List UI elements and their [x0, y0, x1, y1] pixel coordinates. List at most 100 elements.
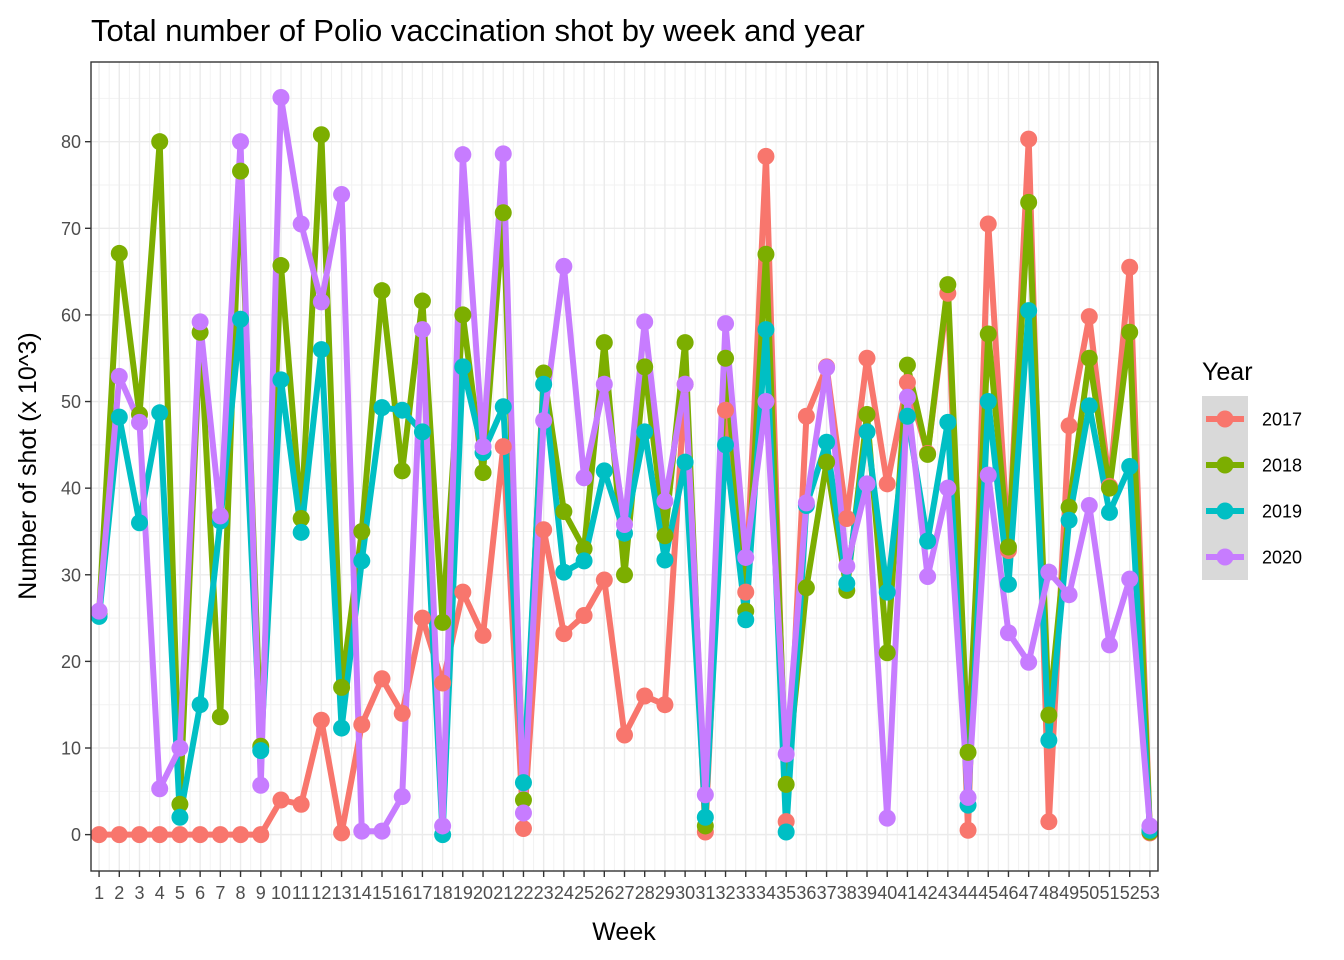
data-point-2020 — [474, 438, 492, 456]
legend-key-point-2018 — [1216, 456, 1234, 474]
x-tick-label: 5 — [175, 883, 185, 903]
data-point-2019 — [333, 719, 351, 737]
data-point-2019 — [272, 371, 290, 389]
data-point-2018 — [959, 743, 977, 761]
data-point-2017 — [272, 791, 290, 809]
data-point-2017 — [878, 475, 896, 493]
data-point-2019 — [575, 552, 593, 570]
data-point-2019 — [757, 321, 775, 339]
legend-label-2017: 2017 — [1262, 410, 1302, 430]
data-point-2019 — [777, 823, 795, 841]
legend-title: Year — [1202, 358, 1253, 386]
x-tick-label: 16 — [392, 883, 412, 903]
data-point-2017 — [110, 826, 128, 844]
x-axis-label: Week — [592, 918, 656, 946]
data-point-2018 — [232, 162, 250, 180]
data-point-2017 — [1060, 417, 1078, 435]
data-point-2020 — [232, 133, 250, 151]
legend-label-2019: 2019 — [1262, 502, 1302, 522]
data-point-2019 — [1060, 511, 1078, 529]
data-point-2019 — [595, 462, 613, 480]
data-point-2019 — [1121, 458, 1139, 475]
data-point-2020 — [979, 466, 997, 484]
y-axis: 0 10 20 30 40 50 60 70 80 — [61, 132, 91, 845]
data-point-2020 — [434, 817, 452, 835]
x-tick-label: 20 — [473, 883, 493, 903]
data-point-2017 — [656, 696, 674, 714]
data-point-2018 — [474, 464, 492, 482]
x-tick-label: 6 — [195, 883, 205, 903]
x-tick-label: 29 — [655, 883, 675, 903]
data-point-2017 — [514, 820, 532, 838]
data-point-2019 — [737, 611, 755, 629]
data-point-2018 — [636, 358, 654, 376]
x-tick-label: 46 — [998, 883, 1018, 903]
chart-title: Total number of Polio vaccination shot b… — [91, 13, 865, 48]
data-point-2020 — [373, 822, 391, 840]
y-tick-label: 50 — [61, 392, 81, 412]
data-point-2019 — [373, 399, 391, 417]
y-tick-label: 40 — [61, 479, 81, 499]
data-point-2020 — [676, 375, 694, 393]
data-point-2018 — [454, 306, 472, 324]
data-point-2018 — [1080, 349, 1098, 367]
data-point-2017 — [413, 609, 431, 627]
data-point-2017 — [151, 826, 169, 844]
data-point-2018 — [757, 245, 775, 263]
y-tick-label: 0 — [71, 825, 81, 845]
y-axis-label: Number of shot (x 10^3) — [14, 332, 42, 599]
data-point-2019 — [676, 453, 694, 471]
data-point-2020 — [1101, 636, 1118, 654]
data-point-2019 — [656, 551, 674, 569]
data-point-2018 — [777, 775, 795, 793]
data-point-2017 — [171, 826, 189, 844]
data-point-2017 — [595, 571, 613, 589]
x-tick-label: 24 — [554, 883, 574, 903]
data-point-2020 — [595, 375, 613, 393]
x-tick-label: 3 — [134, 883, 144, 903]
data-point-2018 — [676, 334, 694, 352]
data-point-2018 — [292, 509, 310, 527]
data-point-2017 — [838, 509, 856, 527]
x-tick-label: 42 — [918, 883, 938, 903]
data-point-2020 — [898, 388, 916, 406]
data-point-2018 — [1060, 498, 1078, 516]
data-point-2019 — [1101, 503, 1118, 521]
x-tick-label: 11 — [292, 883, 311, 903]
data-point-2017 — [474, 626, 492, 644]
data-point-2018 — [919, 445, 937, 463]
data-point-2019 — [939, 413, 957, 431]
data-point-2018 — [333, 678, 351, 696]
series-points — [90, 89, 1159, 844]
data-point-2018 — [1020, 193, 1038, 211]
x-tick-label: 37 — [817, 883, 837, 903]
data-point-2017 — [252, 826, 270, 844]
data-point-2019 — [353, 552, 371, 570]
data-point-2018 — [413, 292, 431, 310]
data-point-2020 — [555, 257, 573, 275]
data-point-2020 — [818, 359, 836, 377]
x-tick-label: 2 — [114, 883, 124, 903]
legend-label-2020: 2020 — [1262, 548, 1302, 568]
data-point-2020 — [191, 313, 209, 331]
x-tick-label: 23 — [534, 883, 554, 903]
data-point-2018 — [717, 349, 735, 367]
data-point-2019 — [232, 310, 250, 328]
data-point-2019 — [151, 404, 169, 422]
data-point-2018 — [878, 644, 896, 662]
data-point-2018 — [1040, 706, 1058, 724]
data-point-2020 — [393, 788, 411, 806]
data-point-2019 — [252, 742, 270, 760]
data-point-2020 — [838, 557, 856, 575]
data-point-2017 — [1040, 813, 1058, 831]
data-point-2020 — [656, 492, 674, 510]
data-point-2020 — [272, 89, 290, 107]
data-point-2019 — [454, 358, 472, 376]
data-point-2017 — [979, 215, 997, 233]
x-tick-label: 41 — [897, 883, 917, 903]
data-point-2017 — [575, 606, 593, 624]
x-tick-label: 47 — [1019, 883, 1039, 903]
data-point-2018 — [211, 708, 229, 726]
data-point-2018 — [393, 462, 411, 480]
data-point-2018 — [858, 406, 876, 424]
